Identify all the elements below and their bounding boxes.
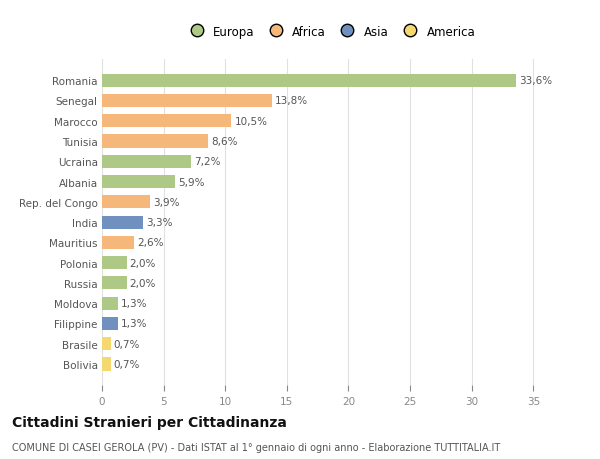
Legend: Europa, Africa, Asia, America: Europa, Africa, Asia, America — [182, 23, 478, 41]
Bar — [102, 257, 127, 269]
Text: 0,7%: 0,7% — [114, 359, 140, 369]
Text: 2,0%: 2,0% — [130, 278, 156, 288]
Bar — [102, 317, 118, 330]
Bar — [102, 297, 118, 310]
Bar — [102, 95, 272, 108]
Text: 33,6%: 33,6% — [519, 76, 553, 86]
Text: 1,3%: 1,3% — [121, 319, 148, 329]
Text: 7,2%: 7,2% — [194, 157, 220, 167]
Bar — [102, 196, 150, 209]
Text: 8,6%: 8,6% — [211, 137, 238, 147]
Bar — [102, 176, 175, 189]
Text: 3,3%: 3,3% — [146, 218, 172, 228]
Text: 10,5%: 10,5% — [235, 117, 268, 127]
Text: 2,6%: 2,6% — [137, 238, 164, 248]
Text: Cittadini Stranieri per Cittadinanza: Cittadini Stranieri per Cittadinanza — [12, 415, 287, 429]
Text: 1,3%: 1,3% — [121, 298, 148, 308]
Bar — [102, 74, 516, 88]
Bar — [102, 156, 191, 168]
Text: COMUNE DI CASEI GEROLA (PV) - Dati ISTAT al 1° gennaio di ogni anno - Elaborazio: COMUNE DI CASEI GEROLA (PV) - Dati ISTAT… — [12, 442, 500, 452]
Bar — [102, 277, 127, 290]
Bar — [102, 216, 143, 229]
Text: 5,9%: 5,9% — [178, 177, 204, 187]
Bar — [102, 236, 134, 249]
Bar — [102, 358, 110, 371]
Text: 3,9%: 3,9% — [153, 197, 179, 207]
Text: 0,7%: 0,7% — [114, 339, 140, 349]
Bar — [102, 337, 110, 351]
Text: 13,8%: 13,8% — [275, 96, 308, 106]
Bar — [102, 135, 208, 148]
Bar — [102, 115, 232, 128]
Text: 2,0%: 2,0% — [130, 258, 156, 268]
